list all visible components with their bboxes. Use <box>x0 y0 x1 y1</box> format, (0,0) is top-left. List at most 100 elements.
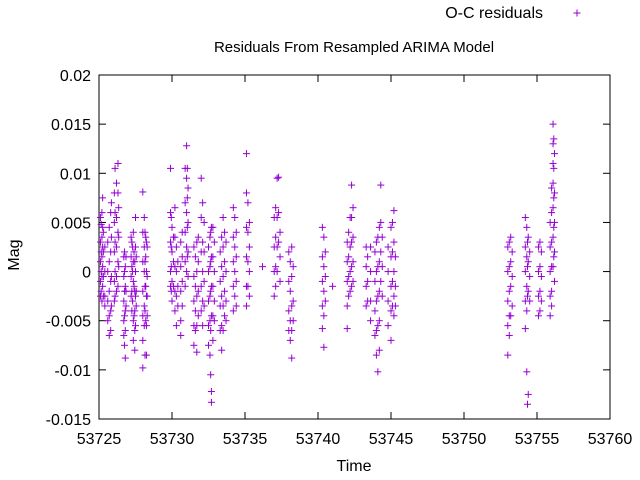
data-point <box>276 277 284 285</box>
data-point <box>372 327 380 335</box>
x-tick-label: 53725 <box>77 431 122 448</box>
data-point <box>242 223 250 231</box>
data-point <box>343 325 351 333</box>
legend-label: O-C residuals <box>445 5 543 22</box>
data-point <box>364 277 372 285</box>
data-point <box>207 371 215 379</box>
data-point <box>288 327 296 335</box>
data-point <box>221 287 229 295</box>
data-point <box>524 287 532 295</box>
data-point <box>245 243 253 251</box>
data-point <box>177 287 185 295</box>
data-point <box>183 268 191 276</box>
data-point <box>348 181 356 189</box>
data-point <box>548 184 556 192</box>
data-point <box>142 351 150 359</box>
y-axis: -0.015 -0.01 -0.005 0 0.005 0.01 0.015 0.02 <box>46 68 610 429</box>
data-point <box>550 164 558 172</box>
plot-area <box>98 74 611 420</box>
data-point <box>346 243 354 251</box>
data-point <box>371 307 379 315</box>
data-point <box>508 302 516 310</box>
data-point <box>232 228 240 236</box>
data-point <box>242 189 250 197</box>
data-point <box>524 400 532 408</box>
data-point <box>387 336 395 344</box>
data-point <box>199 322 207 330</box>
data-point <box>143 272 151 280</box>
data-point <box>216 277 224 285</box>
data-point <box>111 268 119 276</box>
data-point <box>371 277 379 285</box>
data-point <box>99 194 107 202</box>
data-point <box>504 322 512 330</box>
data-point <box>177 263 185 271</box>
data-point <box>523 368 531 376</box>
data-point <box>391 302 399 310</box>
data-point <box>388 277 396 285</box>
data-point <box>521 243 529 251</box>
data-point <box>343 258 351 266</box>
data-point <box>391 253 399 261</box>
data-point <box>524 292 532 300</box>
legend: O-C residuals <box>445 5 581 22</box>
data-point <box>526 248 534 256</box>
data-point <box>140 214 148 222</box>
data-point <box>272 282 280 290</box>
data-point <box>536 287 544 295</box>
data-point <box>320 263 328 271</box>
data-point <box>536 263 544 271</box>
data-point <box>276 228 284 236</box>
data-point <box>199 238 207 246</box>
data-point <box>384 322 392 330</box>
data-point <box>121 248 129 256</box>
data-point <box>209 336 217 344</box>
data-point <box>549 140 557 148</box>
x-tick-label: 53735 <box>223 431 268 448</box>
data-point <box>127 233 135 241</box>
data-point <box>181 258 189 266</box>
data-point <box>107 307 115 315</box>
data-point <box>193 268 201 276</box>
data-point <box>207 398 215 406</box>
data-point <box>378 263 386 271</box>
data-point <box>371 331 379 339</box>
data-point <box>521 214 529 222</box>
data-point <box>270 292 278 300</box>
data-point <box>114 189 122 197</box>
data-point <box>221 228 229 236</box>
data-point <box>508 248 516 256</box>
data-points <box>96 120 559 408</box>
data-point <box>209 253 217 261</box>
data-point <box>99 228 107 236</box>
data-point <box>130 282 138 290</box>
x-tick-label: 53730 <box>150 431 195 448</box>
data-point <box>181 199 189 207</box>
data-point <box>504 351 512 359</box>
data-point <box>120 331 128 339</box>
data-point <box>218 346 226 354</box>
data-point <box>549 179 557 187</box>
data-point <box>272 233 280 241</box>
data-point <box>508 272 516 280</box>
data-point <box>548 302 556 310</box>
data-point <box>218 322 226 330</box>
data-point <box>183 209 191 217</box>
legend-plus-marker <box>573 9 581 17</box>
data-point <box>345 292 353 300</box>
data-point <box>121 312 129 320</box>
data-point <box>121 263 129 271</box>
data-point <box>343 302 351 310</box>
data-point <box>183 243 191 251</box>
data-point <box>537 297 545 305</box>
data-point <box>536 238 544 246</box>
data-point <box>131 307 139 315</box>
data-point <box>113 214 121 222</box>
data-point <box>273 243 281 251</box>
y-tick-label: 0.02 <box>60 68 91 85</box>
data-point <box>219 243 227 251</box>
data-point <box>384 268 392 276</box>
data-point <box>321 272 329 280</box>
data-point <box>178 277 186 285</box>
data-point <box>132 322 139 330</box>
